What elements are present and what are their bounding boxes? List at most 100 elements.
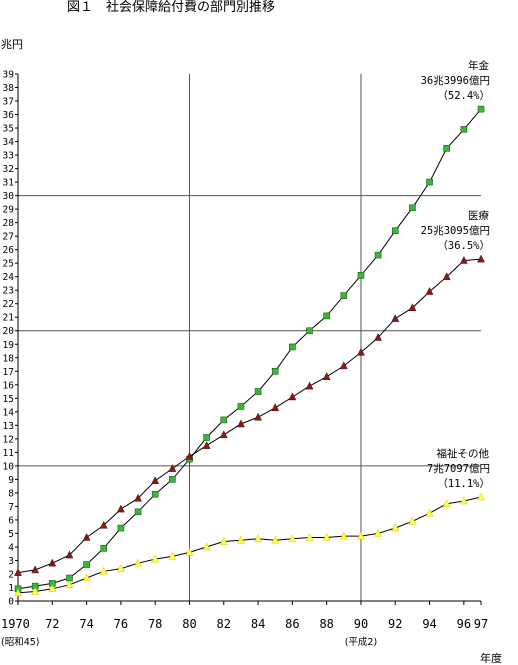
y-tick-label-38: 38 — [3, 83, 15, 94]
point-1-1987 — [305, 381, 314, 390]
point-0-1984 — [254, 388, 262, 395]
point-1-1985 — [271, 403, 280, 412]
annotation-2-line-2: （11.1%） — [437, 478, 490, 490]
y-tick-label-35: 35 — [3, 124, 14, 135]
y-tick-label-26: 26 — [3, 245, 15, 256]
point-2-1994 — [425, 508, 434, 517]
y-axis-unit: 兆円 — [1, 38, 23, 51]
y-tick-label-16: 16 — [3, 380, 15, 391]
y-tick-label-6: 6 — [8, 515, 14, 526]
y-tick-label-30: 30 — [3, 191, 15, 202]
x-tick-label-78: 78 — [148, 617, 162, 631]
x-tick-label-1970: 1970 — [1, 617, 30, 631]
point-1-1974 — [82, 532, 91, 541]
y-tick-label-25: 25 — [3, 259, 14, 270]
point-0-1976 — [117, 524, 125, 532]
series-line-0 — [17, 108, 482, 590]
point-0-1995 — [443, 145, 451, 152]
point-1-1981 — [202, 441, 211, 449]
x-tick-label-82: 82 — [217, 617, 231, 631]
y-tick-label-36: 36 — [3, 110, 15, 121]
x-tick-label-76: 76 — [114, 617, 128, 631]
point-2-1970 — [14, 588, 22, 597]
point-1-1994 — [425, 286, 434, 295]
annotation-1-line-1: 25兆3095億円 — [421, 224, 490, 237]
point-1-1990 — [357, 347, 365, 356]
point-0-1974 — [83, 561, 90, 568]
point-2-1997 — [477, 492, 485, 501]
y-tick-label-18: 18 — [3, 353, 15, 364]
y-tick-label-24: 24 — [3, 272, 15, 283]
point-1-1971 — [31, 565, 40, 574]
point-2-1988 — [322, 532, 331, 541]
x-sub-label-1: (平成2) — [345, 636, 377, 648]
y-tick-label-0: 0 — [8, 597, 14, 608]
y-tick-label-19: 19 — [3, 340, 15, 351]
x-tick-label-72: 72 — [45, 617, 59, 631]
y-tick-label-13: 13 — [3, 421, 14, 432]
point-1-1982 — [219, 430, 228, 439]
point-0-1996 — [460, 126, 468, 133]
point-1-1975 — [99, 520, 108, 529]
point-2-1987 — [305, 532, 314, 541]
point-1-1992 — [391, 314, 400, 322]
point-1-1970 — [14, 568, 22, 576]
annotation-0-line-2: （52.4%） — [437, 90, 490, 102]
point-0-1982 — [220, 416, 228, 424]
point-2-1991 — [374, 528, 383, 537]
point-2-1973 — [65, 580, 74, 589]
point-0-1979 — [169, 476, 176, 483]
point-1-1979 — [168, 464, 177, 472]
x-tick-label-96: 96 — [457, 617, 471, 631]
point-2-1985 — [271, 535, 280, 544]
point-1-1977 — [134, 493, 142, 502]
x-sub-label-0: (昭和45) — [1, 637, 40, 648]
point-2-1971 — [31, 586, 40, 595]
annotation-1-line-0: 医療 — [468, 209, 489, 222]
point-2-1975 — [99, 566, 108, 575]
chart-title: 図１ 社会保障給付費の部門別推移 — [67, 0, 275, 15]
point-2-1978 — [151, 554, 160, 563]
y-tick-label-27: 27 — [3, 232, 14, 243]
point-0-1981 — [203, 434, 210, 441]
y-tick-label-28: 28 — [3, 218, 15, 229]
y-tick-label-39: 39 — [3, 70, 15, 81]
y-tick-label-17: 17 — [3, 367, 14, 378]
point-1-1978 — [151, 476, 160, 484]
point-2-1990 — [357, 531, 365, 540]
point-0-1992 — [391, 227, 399, 235]
x-tick-label-97: 97 — [474, 617, 488, 631]
annotation-0-line-0: 年金 — [468, 59, 489, 72]
y-tick-label-9: 9 — [8, 475, 14, 486]
y-tick-label-5: 5 — [8, 529, 14, 540]
series-layer — [14, 105, 485, 597]
point-0-1988 — [323, 312, 330, 320]
point-1-1997 — [477, 254, 485, 263]
point-0-1986 — [289, 343, 296, 351]
point-0-1990 — [357, 272, 365, 279]
annotation-2-line-1: 7兆7097億円 — [427, 462, 490, 475]
point-1-1989 — [339, 361, 348, 370]
x-tick-label-86: 86 — [285, 617, 299, 631]
series-1 — [14, 254, 485, 576]
y-tick-label-31: 31 — [3, 178, 15, 189]
point-2-1983 — [237, 535, 245, 544]
point-2-1995 — [442, 499, 451, 507]
y-tick-label-10: 10 — [3, 461, 15, 472]
point-1-1983 — [237, 419, 245, 428]
series-2 — [14, 492, 485, 597]
y-tick-label-29: 29 — [3, 205, 15, 216]
x-tick-label-90: 90 — [354, 617, 368, 631]
y-tick-label-2: 2 — [8, 569, 14, 580]
x-tick-label-92: 92 — [388, 617, 402, 631]
point-0-1993 — [409, 204, 416, 212]
y-tick-label-37: 37 — [3, 97, 14, 108]
annotation-1-line-2: （36.5%） — [437, 240, 490, 252]
point-0-1997 — [477, 105, 485, 113]
point-0-1994 — [426, 178, 433, 186]
axes — [17, 74, 481, 602]
point-1-1991 — [374, 332, 383, 341]
y-tick-label-4: 4 — [8, 542, 14, 553]
point-2-1992 — [391, 523, 400, 532]
